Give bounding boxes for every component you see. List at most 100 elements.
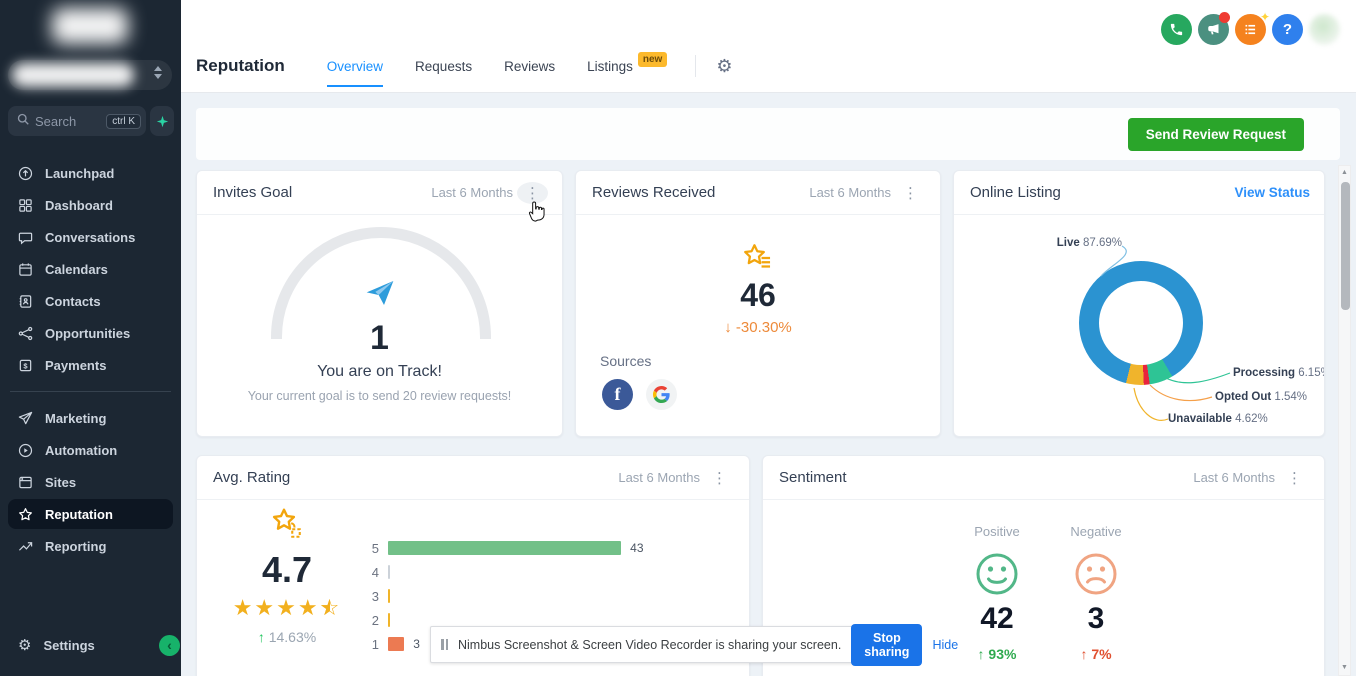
scroll-up-arrow-icon[interactable]: ▲ bbox=[1341, 169, 1348, 176]
chevron-left-icon: ‹ bbox=[167, 637, 172, 653]
sidebar-item-marketing[interactable]: Marketing bbox=[8, 403, 173, 433]
dashboard-content: Send Review Request Invites Goal Last 6 … bbox=[181, 93, 1356, 676]
half-star-icon: ☆★ bbox=[319, 595, 342, 620]
reputation-tabs: Overview Requests Reviews Listings new bbox=[327, 45, 668, 87]
facebook-icon: f bbox=[602, 379, 633, 410]
chat-bubble-icon bbox=[18, 232, 33, 244]
sparkle-badge-icon: ✦ bbox=[1259, 10, 1270, 24]
help-button[interactable]: ? bbox=[1272, 14, 1303, 45]
send-review-request-button[interactable]: Send Review Request bbox=[1127, 117, 1304, 151]
sidebar-item-sites[interactable]: Sites bbox=[8, 467, 173, 497]
bar-row: 2 bbox=[357, 608, 737, 632]
scrollbar-thumb[interactable] bbox=[1341, 182, 1350, 310]
scroll-down-arrow-icon[interactable]: ▼ bbox=[1341, 664, 1348, 671]
logo-blurred bbox=[52, 8, 128, 44]
hide-banner-link[interactable]: Hide bbox=[932, 637, 959, 652]
goal-status-text: You are on Track! bbox=[317, 363, 442, 380]
donut-label-live: Live 87.69% bbox=[1056, 237, 1122, 249]
avg-rating-summary: 4.7 ★★★★☆★ ↑ 14.63% bbox=[217, 500, 357, 645]
card-title: Reviews Received bbox=[592, 184, 716, 201]
phone-button[interactable] bbox=[1161, 14, 1192, 45]
donut-label-processing: Processing 6.15% bbox=[1233, 367, 1324, 379]
donut-hole bbox=[1099, 281, 1183, 365]
stop-sharing-button[interactable]: Stop sharing bbox=[851, 623, 923, 666]
vertical-scrollbar[interactable]: ▲ ▼ bbox=[1338, 165, 1351, 676]
sources-row: f bbox=[602, 379, 677, 410]
avatar[interactable] bbox=[1309, 14, 1340, 45]
negative-smiley-icon bbox=[1075, 553, 1117, 595]
gear-icon: ⚙ bbox=[18, 636, 32, 654]
tab-overview[interactable]: Overview bbox=[327, 45, 383, 87]
sidebar-item-dashboard[interactable]: Dashboard bbox=[8, 190, 173, 220]
sentiment-negative-column: Negative 3 ↑ 7% bbox=[1046, 500, 1146, 676]
view-status-link[interactable]: View Status bbox=[1234, 185, 1310, 200]
pause-icon bbox=[441, 639, 448, 650]
announcements-button[interactable] bbox=[1198, 12, 1230, 45]
sidebar-item-automation[interactable]: Automation bbox=[8, 435, 173, 465]
bar-row: 5 43 bbox=[371, 540, 644, 556]
kebab-menu-icon[interactable]: ⋮ bbox=[1287, 469, 1302, 487]
star-rating-icon bbox=[217, 506, 357, 547]
card-title: Invites Goal bbox=[213, 184, 293, 201]
reviews-count-value: 46 bbox=[740, 277, 776, 313]
sidebar-item-calendars[interactable]: Calendars bbox=[8, 254, 173, 284]
reputation-settings-gear-icon[interactable]: ⚙ bbox=[716, 56, 733, 76]
contacts-book-icon bbox=[19, 294, 32, 308]
kebab-menu-icon[interactable]: ⋮ bbox=[903, 184, 918, 202]
search-input[interactable]: Search ctrl K bbox=[8, 106, 146, 136]
trending-up-icon bbox=[18, 541, 33, 551]
header-icons: ✦ ? bbox=[1161, 10, 1340, 45]
sidebar-item-payments[interactable]: $ Payments bbox=[8, 350, 173, 380]
sidebar-item-conversations[interactable]: Conversations bbox=[8, 222, 173, 252]
sidebar-item-contacts[interactable]: Contacts bbox=[8, 286, 173, 316]
positive-smiley-icon bbox=[976, 553, 1018, 595]
negative-count-value: 3 bbox=[1087, 602, 1105, 635]
sidebar-item-reputation[interactable]: Reputation bbox=[8, 499, 173, 529]
arrow-up-icon: ↑ bbox=[1080, 646, 1088, 662]
sidebar-item-reporting[interactable]: Reporting bbox=[8, 531, 173, 561]
sidebar-collapse-button[interactable]: ‹ bbox=[159, 635, 180, 656]
period-selector[interactable]: Last 6 Months bbox=[1193, 470, 1275, 485]
tasks-button[interactable]: ✦ bbox=[1235, 10, 1270, 45]
arrow-down-icon: ↓ bbox=[724, 319, 732, 336]
kebab-menu-icon[interactable]: ⋮ bbox=[517, 181, 548, 204]
period-selector[interactable]: Last 6 Months bbox=[431, 185, 513, 200]
payments-icon: $ bbox=[19, 359, 32, 371]
account-switch-chevrons-icon[interactable] bbox=[154, 66, 162, 79]
tab-listings[interactable]: Listings new bbox=[587, 45, 668, 87]
positive-count-value: 42 bbox=[980, 602, 1014, 635]
share-banner-text: Nimbus Screenshot & Screen Video Recorde… bbox=[458, 637, 842, 652]
sidebar-settings: ⚙ Settings bbox=[8, 630, 158, 662]
period-selector[interactable]: Last 6 Months bbox=[809, 185, 891, 200]
reviews-change: ↓ -30.30% bbox=[724, 319, 792, 336]
sidebar-item-settings[interactable]: ⚙ Settings bbox=[18, 636, 95, 654]
positive-change: ↑ 93% bbox=[977, 646, 1017, 662]
sidebar-item-launchpad[interactable]: Launchpad bbox=[8, 158, 173, 188]
ai-sparkle-button[interactable] bbox=[150, 106, 174, 136]
paper-plane-icon bbox=[366, 281, 394, 305]
account-name-blurred bbox=[12, 63, 134, 87]
svg-text:$: $ bbox=[23, 361, 28, 370]
paper-plane-icon bbox=[18, 411, 33, 424]
tab-reviews[interactable]: Reviews bbox=[504, 58, 556, 74]
main-area: Reputation Overview Requests Reviews Lis… bbox=[181, 0, 1356, 676]
page-title: Reputation bbox=[196, 56, 285, 75]
browser-window-icon bbox=[19, 476, 32, 488]
kebab-menu-icon[interactable]: ⋮ bbox=[712, 469, 727, 487]
sidebar-nav: Launchpad Dashboard Conversations Calend… bbox=[8, 158, 173, 563]
arrow-up-icon: ↑ bbox=[977, 646, 985, 662]
donut-label-opted-out: Opted Out 1.54% bbox=[1215, 391, 1308, 403]
search-icon bbox=[17, 112, 29, 130]
tabs-divider bbox=[695, 55, 697, 77]
period-selector[interactable]: Last 6 Months bbox=[618, 470, 700, 485]
account-switcher[interactable] bbox=[8, 60, 172, 90]
phone-icon bbox=[1170, 23, 1183, 36]
tab-requests[interactable]: Requests bbox=[415, 58, 473, 74]
sparkle-icon bbox=[156, 115, 168, 127]
google-icon bbox=[646, 379, 677, 410]
donut-label-unavailable: Unavailable 4.62% bbox=[1168, 413, 1268, 425]
sidebar-item-opportunities[interactable]: Opportunities bbox=[8, 318, 173, 348]
